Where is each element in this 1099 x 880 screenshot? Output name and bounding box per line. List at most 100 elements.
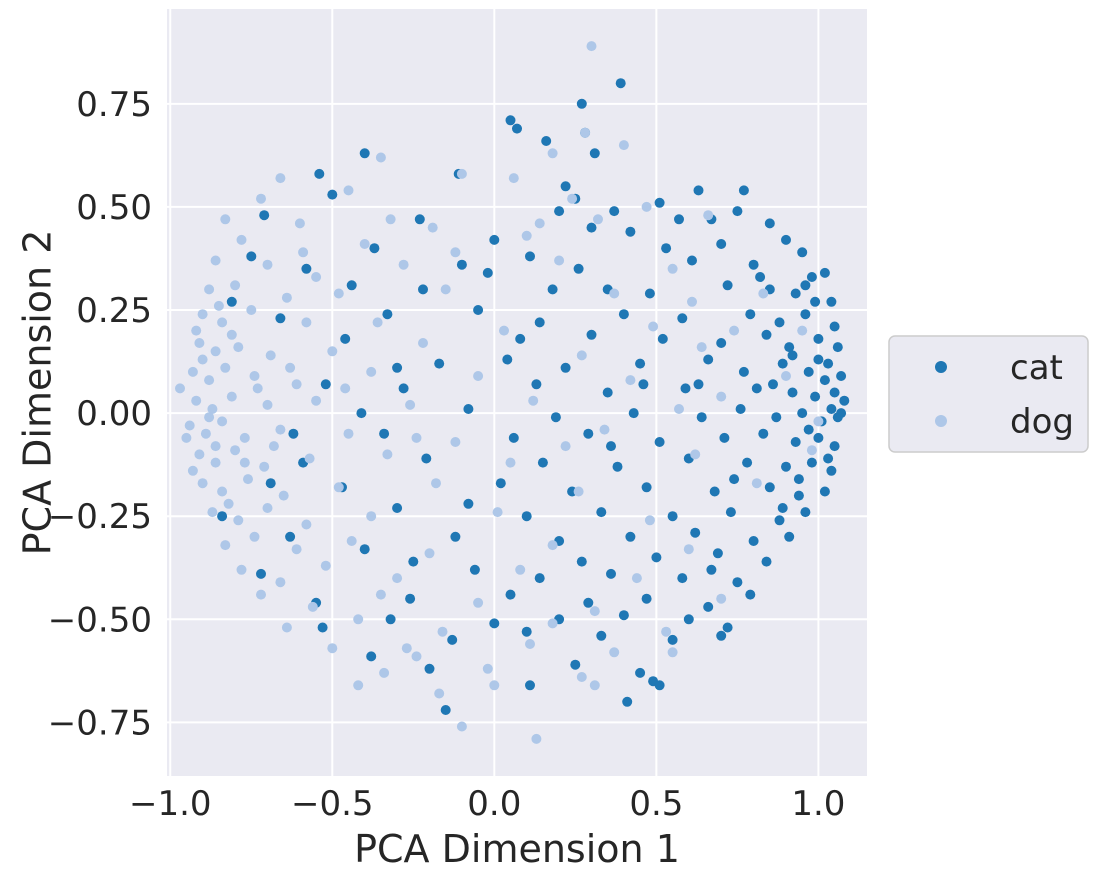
data-point-dog xyxy=(560,441,571,452)
data-point-dog xyxy=(716,391,727,402)
data-point-dog xyxy=(618,140,629,151)
data-point-cat xyxy=(583,597,594,608)
data-point-cat xyxy=(755,272,766,282)
data-point-cat xyxy=(800,309,811,320)
data-point-cat xyxy=(379,428,390,439)
data-point-dog xyxy=(609,647,620,658)
data-point-dog xyxy=(567,193,578,204)
data-point-dog xyxy=(547,540,558,551)
data-point-dog xyxy=(382,449,393,460)
data-point-cat xyxy=(615,78,626,89)
data-point-dog xyxy=(281,292,292,303)
data-point-dog xyxy=(210,346,221,357)
data-point-cat xyxy=(826,404,837,414)
data-point-cat xyxy=(716,630,727,641)
data-point-cat xyxy=(703,354,714,365)
legend-marker-dog xyxy=(935,415,947,427)
data-point-cat xyxy=(693,379,704,390)
data-point-dog xyxy=(531,733,542,744)
data-point-dog xyxy=(554,255,565,266)
data-point-cat xyxy=(301,263,312,274)
data-point-cat xyxy=(712,548,723,559)
data-point-cat xyxy=(314,168,325,179)
y-tick-label: 0.00 xyxy=(76,394,152,434)
data-point-dog xyxy=(197,309,208,320)
data-point-dog xyxy=(304,453,315,464)
data-point-cat xyxy=(764,218,775,229)
data-point-cat xyxy=(346,280,357,291)
data-point-cat xyxy=(635,667,646,678)
data-point-cat xyxy=(547,284,558,295)
data-point-cat xyxy=(489,618,500,629)
data-point-dog xyxy=(210,441,221,452)
data-point-cat xyxy=(800,280,811,291)
data-point-cat xyxy=(586,222,597,233)
data-point-cat xyxy=(359,148,370,159)
data-point-dog xyxy=(233,515,244,526)
data-point-dog xyxy=(327,346,338,357)
data-point-dog xyxy=(375,152,386,163)
data-point-dog xyxy=(223,498,234,509)
data-point-dog xyxy=(204,412,215,423)
data-point-dog xyxy=(175,383,185,394)
data-point-cat xyxy=(722,622,733,633)
x-tick-label: 0.0 xyxy=(467,784,521,824)
data-point-cat xyxy=(398,383,409,394)
data-point-dog xyxy=(515,564,526,575)
data-point-dog xyxy=(547,148,558,159)
data-point-cat xyxy=(732,577,743,588)
data-point-cat xyxy=(424,663,435,674)
data-point-dog xyxy=(576,672,587,682)
data-point-dog xyxy=(217,416,228,427)
data-point-cat xyxy=(618,610,629,621)
y-tick-label: 0.75 xyxy=(76,85,152,125)
data-point-dog xyxy=(220,362,231,373)
data-point-dog xyxy=(424,548,435,559)
data-point-dog xyxy=(298,247,309,258)
data-point-dog xyxy=(547,618,558,629)
data-point-dog xyxy=(249,531,260,542)
data-point-dog xyxy=(534,218,545,229)
data-point-cat xyxy=(777,358,788,369)
data-point-dog xyxy=(236,234,247,245)
data-point-dog xyxy=(343,428,354,439)
data-point-cat xyxy=(456,259,467,270)
data-point-dog xyxy=(230,445,241,456)
data-point-cat xyxy=(515,333,526,344)
legend-marker-cat xyxy=(935,361,947,373)
data-point-cat xyxy=(803,366,814,377)
data-point-dog xyxy=(573,486,584,497)
data-point-dog xyxy=(528,395,539,406)
data-point-dog xyxy=(204,375,215,386)
data-point-cat xyxy=(482,267,493,278)
y-tick-label: 0.50 xyxy=(76,188,152,228)
data-point-cat xyxy=(606,568,616,579)
data-point-dog xyxy=(353,680,364,691)
data-point-dog xyxy=(291,379,302,390)
data-point-cat xyxy=(541,136,552,146)
data-point-cat xyxy=(797,247,808,258)
data-point-dog xyxy=(243,474,253,485)
data-point-dog xyxy=(508,173,519,184)
data-point-cat xyxy=(732,206,743,217)
data-point-dog xyxy=(644,515,655,526)
data-point-dog xyxy=(456,721,467,732)
data-point-cat xyxy=(450,531,461,542)
data-point-cat xyxy=(768,379,778,390)
data-point-cat xyxy=(764,482,775,493)
data-point-dog xyxy=(226,329,237,340)
data-point-dog xyxy=(525,639,535,649)
data-point-cat xyxy=(839,395,850,406)
data-point-dog xyxy=(291,544,302,555)
data-point-cat xyxy=(385,614,396,625)
data-point-cat xyxy=(463,498,474,509)
data-point-dog xyxy=(301,519,312,530)
data-point-cat xyxy=(408,556,419,567)
data-point-cat xyxy=(414,214,425,225)
data-point-cat xyxy=(725,507,736,518)
data-point-cat xyxy=(560,181,571,192)
data-point-cat xyxy=(495,478,506,489)
data-point-cat xyxy=(781,234,791,245)
data-point-dog xyxy=(398,259,409,270)
data-point-dog xyxy=(375,589,386,600)
